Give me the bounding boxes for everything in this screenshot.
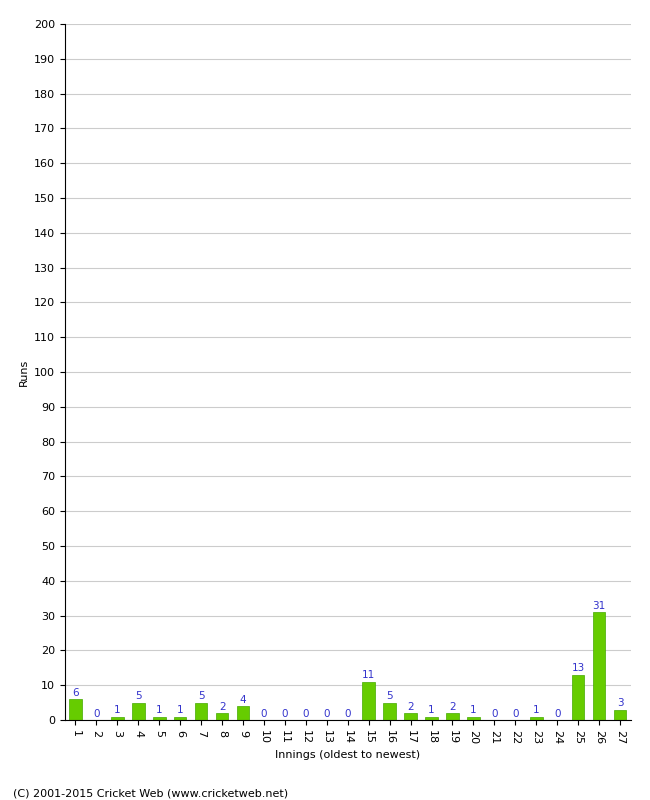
Text: (C) 2001-2015 Cricket Web (www.cricketweb.net): (C) 2001-2015 Cricket Web (www.cricketwe… — [13, 788, 288, 798]
Bar — [425, 717, 438, 720]
Text: 0: 0 — [512, 709, 519, 718]
Text: 2: 2 — [449, 702, 456, 712]
Text: 0: 0 — [554, 709, 560, 718]
Bar — [111, 717, 124, 720]
Bar — [572, 674, 584, 720]
Bar — [174, 717, 187, 720]
Y-axis label: Runs: Runs — [19, 358, 29, 386]
Text: 0: 0 — [261, 709, 267, 718]
Text: 0: 0 — [324, 709, 330, 718]
Text: 5: 5 — [386, 691, 393, 702]
Text: 5: 5 — [135, 691, 142, 702]
X-axis label: Innings (oldest to newest): Innings (oldest to newest) — [275, 750, 421, 759]
Text: 2: 2 — [219, 702, 226, 712]
Bar — [363, 682, 375, 720]
Bar — [614, 710, 627, 720]
Text: 0: 0 — [344, 709, 351, 718]
Text: 1: 1 — [470, 705, 476, 715]
Text: 31: 31 — [592, 601, 606, 610]
Bar — [467, 717, 480, 720]
Text: 2: 2 — [408, 702, 414, 712]
Text: 0: 0 — [93, 709, 99, 718]
Bar — [593, 612, 605, 720]
Text: 13: 13 — [571, 663, 585, 674]
Text: 11: 11 — [362, 670, 375, 680]
Text: 0: 0 — [281, 709, 288, 718]
Text: 4: 4 — [240, 694, 246, 705]
Text: 0: 0 — [303, 709, 309, 718]
Bar — [384, 702, 396, 720]
Text: 1: 1 — [114, 705, 121, 715]
Bar — [216, 713, 228, 720]
Bar — [69, 699, 82, 720]
Bar — [404, 713, 417, 720]
Bar — [195, 702, 207, 720]
Text: 0: 0 — [491, 709, 498, 718]
Bar — [446, 713, 459, 720]
Text: 5: 5 — [198, 691, 205, 702]
Bar — [530, 717, 543, 720]
Text: 1: 1 — [428, 705, 435, 715]
Text: 1: 1 — [156, 705, 162, 715]
Bar — [237, 706, 250, 720]
Text: 6: 6 — [72, 688, 79, 698]
Bar — [132, 702, 144, 720]
Text: 3: 3 — [617, 698, 623, 708]
Text: 1: 1 — [177, 705, 183, 715]
Bar — [153, 717, 166, 720]
Text: 1: 1 — [533, 705, 540, 715]
